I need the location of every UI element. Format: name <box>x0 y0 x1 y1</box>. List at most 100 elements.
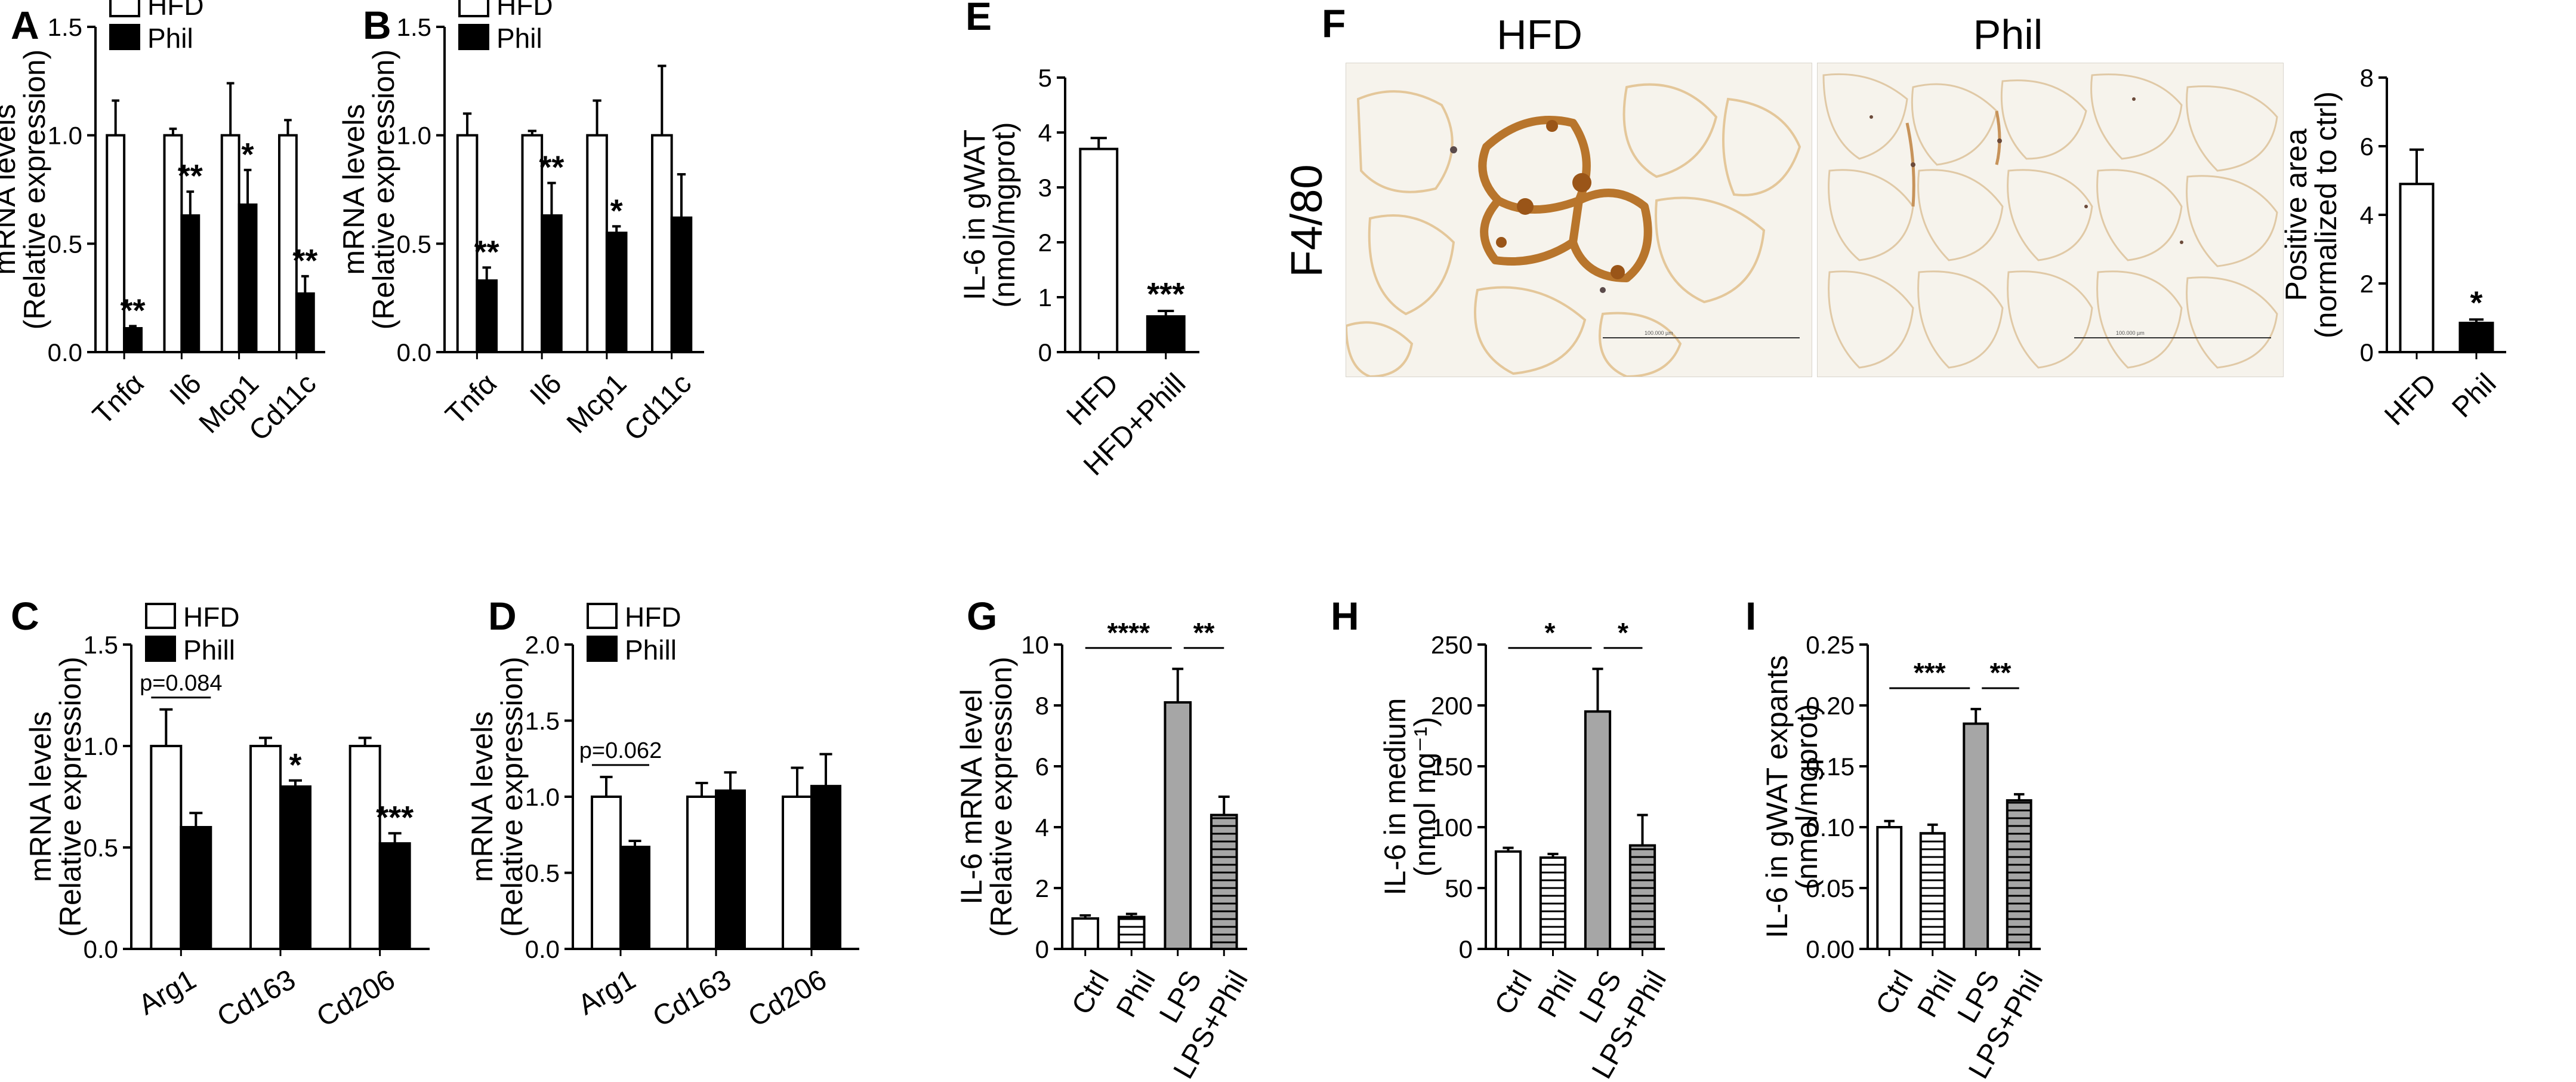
y-axis-label-line: IL-6 in medium <box>1378 698 1412 896</box>
y-axis-label-line: mRNA levels <box>0 104 21 275</box>
bar <box>2006 799 2032 950</box>
y-tick-label: 1.0 <box>397 122 431 150</box>
x-tick-label: Phil <box>2446 368 2502 424</box>
panel-label-i: I <box>1745 594 1756 638</box>
y-tick-label: 1.0 <box>84 732 118 760</box>
bar-phil <box>295 292 315 353</box>
y-axis-label-line: (normalized to ctrl) <box>2309 91 2343 338</box>
y-tick-label: 0.0 <box>397 338 431 366</box>
x-tick-label: Ctrl <box>1870 966 1920 1020</box>
significance-marker: * <box>289 747 301 783</box>
bar-hfd <box>591 796 622 950</box>
bar-phil <box>476 279 498 354</box>
y-tick-label: 0 <box>1035 935 1049 963</box>
micro-title-hfd: HFD <box>1497 11 1582 58</box>
micro-title-phil: Phil <box>1973 11 2043 58</box>
x-tick-label: Il6 <box>524 368 567 411</box>
y-tick-label: 0.20 <box>1806 692 1855 720</box>
y-tick-label: 2 <box>1038 229 1052 257</box>
bar <box>1210 813 1238 950</box>
chart-panel-e: EIL-6 in gWAT(nmol/mgprot)012345***HFDHF… <box>958 0 1199 482</box>
p-value-label: p=0.062 <box>579 738 662 763</box>
x-tick-label: Il6 <box>164 368 208 411</box>
y-tick-label: 3 <box>1038 174 1052 202</box>
legend-label: Phill <box>625 634 677 665</box>
chart-panel-f2: Positive area(normalized to ctrl) 0 2 4 6 8 * H… <box>2279 64 2506 431</box>
y-tick-label: 0.0 <box>48 338 82 366</box>
y-axis-label-line: (Relative expression) <box>18 50 51 330</box>
panel-label-g: G <box>967 594 997 638</box>
y-tick-label: 1.0 <box>525 783 560 811</box>
bar-hfd <box>686 796 717 950</box>
chart-panel-h: H IL-6 in medium(nmol mg⁻¹) 0 50 100 150 200 25… <box>1331 594 1673 1082</box>
bar-hfd <box>220 134 240 354</box>
bar <box>1071 917 1100 950</box>
y-tick-label: 0 <box>1459 935 1473 963</box>
bar <box>1494 850 1522 951</box>
bar-hfd <box>249 745 282 950</box>
significance-marker: ** <box>539 150 564 186</box>
panel-label-F: F <box>1322 1 1346 45</box>
y-tick-label: 0.5 <box>84 834 118 862</box>
legend-swatch <box>587 603 618 629</box>
legend-swatch <box>109 24 140 50</box>
y-axis-label-line: (nmol mg⁻¹) <box>1408 717 1442 877</box>
significance-marker: ** <box>1990 657 2012 688</box>
significance-marker: **** <box>1107 617 1150 648</box>
bar <box>1079 147 1119 353</box>
y-tick-label: 0.0 <box>84 935 118 963</box>
bar <box>1146 315 1186 354</box>
y-axis-label-line: (nmol/mgprot) <box>988 122 1021 307</box>
x-tick-label: HFD <box>2378 368 2442 431</box>
y-tick-label: 200 <box>1431 692 1473 720</box>
significance-marker: *** <box>1147 276 1184 312</box>
y-tick-label: 1.5 <box>525 707 560 735</box>
y-tick-label: 8 <box>2360 64 2374 92</box>
legend-swatch <box>587 636 618 662</box>
y-tick-label: 0.25 <box>1806 631 1855 659</box>
panel-label-a: A <box>11 3 39 47</box>
bar-hfd <box>782 796 813 950</box>
y-axis-label-line: Positive area <box>2279 128 2313 301</box>
y-tick-label: 1 <box>1038 283 1052 312</box>
significance-marker: * <box>242 137 254 172</box>
y-axis-label-line: mRNA levels <box>465 711 499 882</box>
legend-swatch <box>145 603 176 629</box>
significance-marker: ** <box>121 292 146 328</box>
bar <box>1117 915 1146 950</box>
y-tick-label: 0.05 <box>1806 874 1855 902</box>
legend-label: Phil <box>147 23 193 54</box>
chart-panel-i: IIL-6 in gWAT expants(nmol/mgprot) 0.00 0.… <box>1745 594 2049 1082</box>
x-tick-label: Cd163 <box>647 964 736 1034</box>
bar <box>1539 856 1567 950</box>
y-tick-label: 1.0 <box>48 122 82 150</box>
bar-phill <box>378 842 411 950</box>
y-tick-label: 6 <box>1035 753 1049 781</box>
bar <box>2399 183 2435 353</box>
y-tick-label: 2 <box>2360 270 2374 298</box>
bar-phil <box>123 327 143 353</box>
significance-marker: * <box>610 193 623 229</box>
bar-hfd <box>150 745 183 950</box>
legend-label: HFD <box>496 0 553 21</box>
x-tick-label: Tnfα <box>440 368 503 431</box>
scale-bar-label-phil: 100.000 µm <box>2116 330 2145 336</box>
bar <box>1628 844 1656 950</box>
x-tick-label: Cd11c <box>618 368 698 447</box>
legend-label: HFD <box>183 602 240 633</box>
bar-phill <box>715 789 746 951</box>
x-tick-label: Ctrl <box>1066 966 1115 1020</box>
y-axis-label-line: mRNA levels <box>337 104 371 275</box>
bar <box>1164 701 1192 951</box>
y-tick-label: 1.5 <box>48 13 82 41</box>
y-tick-label: 50 <box>1445 874 1473 902</box>
y-tick-label: 100 <box>1431 813 1473 841</box>
y-tick-label: 8 <box>1035 692 1049 720</box>
y-tick-label: 5 <box>1038 64 1052 92</box>
y-tick-label: 4 <box>1038 119 1052 147</box>
x-tick-label: Arg1 <box>573 964 641 1022</box>
y-tick-label: 6 <box>2360 132 2374 161</box>
y-tick-label: 4 <box>1035 813 1049 841</box>
